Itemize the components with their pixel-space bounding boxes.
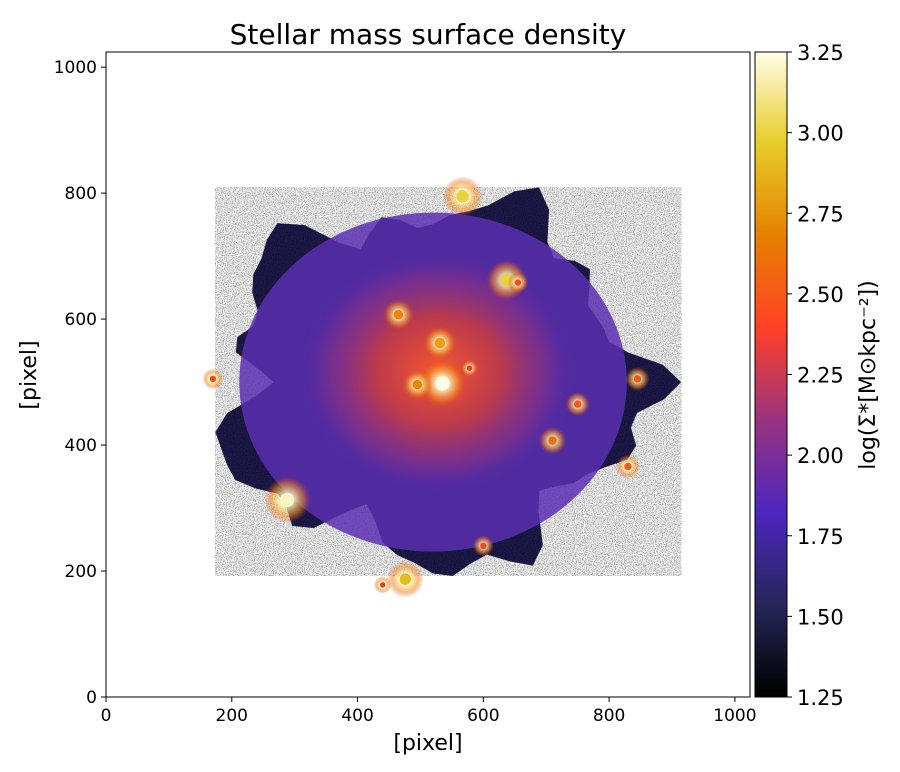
bright-source: [466, 365, 473, 371]
plot-area: [202, 176, 682, 598]
bright-source: [624, 462, 632, 471]
bright-source: [573, 400, 582, 408]
bright-source: [399, 573, 412, 585]
bright-source: [380, 582, 386, 588]
x-tick-label: 1000: [713, 706, 756, 726]
chart-title: Stellar mass surface density: [230, 18, 627, 51]
y-tick-label: 1000: [54, 58, 97, 78]
y-tick-label: 200: [65, 562, 97, 582]
y-tick-label: 0: [86, 688, 97, 708]
x-tick-label: 200: [216, 706, 248, 726]
colorbar-tick-label: 2.75: [797, 202, 844, 226]
y-axis-ticks: 0 200 400 600 800 1000: [54, 58, 106, 708]
y-axis-label: [pixel]: [17, 340, 42, 409]
x-tick-label: 400: [341, 706, 373, 726]
plot-frame: [105, 51, 751, 698]
bright-source: [456, 190, 469, 203]
bright-source: [412, 379, 422, 390]
x-tick-label: 600: [467, 706, 499, 726]
colorbar-tick-label: 2.50: [797, 283, 844, 307]
colorbar-tick-label: 2.25: [797, 364, 844, 388]
bright-source: [434, 337, 446, 349]
x-tick-label: 0: [101, 706, 112, 726]
colorbar-tick-label: 3.25: [797, 41, 844, 65]
colorbar-tick-label: 1.75: [797, 525, 844, 549]
colorbar-label: log(Σ*[M⊙kpc⁻²]): [856, 280, 881, 469]
x-axis-label: [pixel]: [393, 731, 462, 756]
bright-source: [514, 279, 522, 286]
bright-source: [548, 436, 557, 445]
bright-source: [279, 492, 295, 507]
colorbar-tick-label: 1.50: [797, 605, 844, 629]
y-tick-label: 400: [65, 436, 97, 456]
bright-source: [480, 542, 487, 550]
colorbar-tick-label: 2.00: [797, 444, 844, 468]
colorbar: [754, 51, 788, 698]
x-axis-ticks: 0 200 400 600 800 1000: [101, 697, 757, 726]
bright-source: [435, 375, 450, 391]
y-tick-label: 800: [65, 184, 97, 204]
colorbar-tick-label: 1.25: [797, 686, 844, 710]
bright-source: [633, 375, 642, 383]
y-tick-label: 600: [65, 310, 97, 330]
colorbar-tick-label: 3.00: [797, 122, 844, 146]
colorbar-ticks: 1.25 1.50 1.75 2.00 2.25 2.50 2.75 3.00 3.25: [787, 41, 844, 710]
bright-source: [209, 375, 217, 383]
x-tick-label: 800: [593, 706, 625, 726]
bright-source: [393, 309, 404, 320]
